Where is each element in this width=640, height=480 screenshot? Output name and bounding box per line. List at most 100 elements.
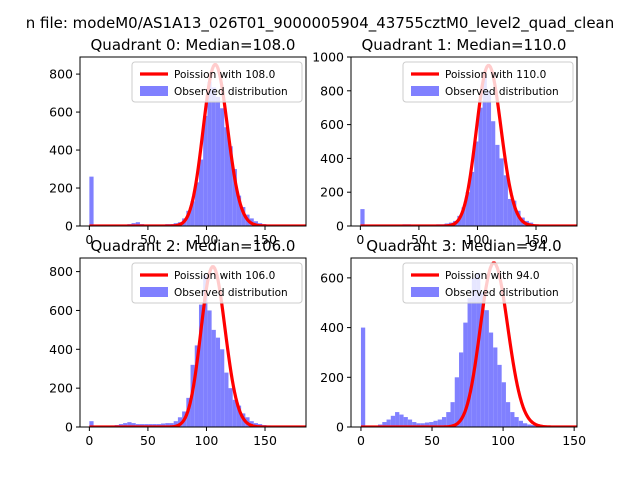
subplot-quadrant-0: Quadrant 0: Median=108.0 0 50 100 150 0 200 400… [49,36,307,247]
legend: Poission with 108.0 Observed distribution [131,61,303,103]
histogram-bar [467,297,472,427]
histogram-bar [169,423,174,427]
subplot-title: Quadrant 2: Median=106.0 [91,237,296,255]
y-tick-label: 400 [320,151,344,166]
histogram-bar [503,175,508,226]
histogram-bar [203,275,208,427]
axes-frame [350,257,578,428]
y-tick-label: 400 [49,342,73,357]
histogram-bar [89,421,94,427]
histogram-bar [215,96,221,226]
histogram-bar [527,424,532,427]
histogram-bar [220,108,225,226]
histogram-bar [471,277,477,427]
poisson-curve [88,265,306,427]
x-tick-label: 50 [140,433,156,448]
histogram-bar [360,327,366,427]
y-tick-label: 600 [320,117,344,132]
plot-area [88,265,306,427]
histogram-bar [416,423,421,427]
histogram-bar [499,158,504,226]
histogram-bar [194,345,199,427]
axes-frame [79,56,307,227]
histogram-bar [232,399,237,427]
histogram-bar [203,115,208,226]
x-tick-label: 0 [85,433,93,448]
histogram-bar [241,207,246,226]
histogram-bar [228,388,233,427]
histogram-bar [89,176,94,226]
subplot-grid: Quadrant 0: Median=108.0 0 50 100 150 0 200 400… [49,36,586,448]
histogram-bar [207,310,212,427]
histogram-bar [131,423,136,427]
histogram-bar [198,304,204,427]
x-tick-label: 150 [253,433,277,448]
subplot-quadrant-1: Quadrant 1: Median=110.0 0 50 100 150 0 200 400… [312,36,578,247]
histogram-bar [395,412,400,427]
subplot-title: Quadrant 0: Median=108.0 [91,36,296,54]
legend-box [402,61,574,103]
subplot-title: Quadrant 3: Median=94.0 [366,237,561,255]
histogram-bar [495,144,500,226]
histogram-bar [207,81,212,226]
histogram-bar [465,192,470,226]
histogram-bar [135,222,140,226]
histogram-bar [480,292,485,427]
histogram-bar [531,425,536,427]
y-tick-label: 800 [49,67,73,82]
x-tick-label: 50 [140,232,156,247]
legend-observed-swatch [411,287,439,297]
subplot-quadrant-3: Quadrant 3: Median=94.0 0 50 100 150 0 200 400 6… [320,237,586,448]
histogram-bar [386,419,391,427]
histogram-bar [177,417,183,427]
histogram-bar [224,372,229,427]
histogram-bar [461,207,466,226]
histogram-bar [215,337,221,427]
figure-suptitle: n file: modeM0/AS1A13_026T01_9000005904_… [26,14,615,33]
y-tick-label: 1000 [312,50,344,65]
histogram-bar [433,420,438,427]
histogram-bar [486,90,492,226]
legend-box [131,61,303,103]
y-tick-label: 600 [320,270,344,285]
legend-poisson-label: Poission with 94.0 [445,270,540,282]
subplot-quadrant-2: Quadrant 2: Median=106.0 0 50 100 150 0 200 400… [49,237,307,448]
histogram-bar [224,127,229,226]
histogram-bar [382,422,387,427]
x-tick-label: 150 [524,232,548,247]
y-tick-label: 200 [49,381,73,396]
histogram-bar [522,423,528,427]
histogram-bar [512,200,517,226]
plot-area [360,261,577,427]
histogram-bar [463,322,468,427]
histogram-bar [236,195,242,226]
histogram-bar [390,415,396,427]
legend-observed-label: Observed distribution [174,287,288,299]
legend: Poission with 110.0 Observed distribution [402,61,574,103]
y-tick-label: 800 [49,264,73,279]
histogram-bar [211,87,216,226]
histogram-bar [488,332,494,427]
histogram-bar [507,198,513,226]
histogram-bar [161,423,166,427]
axes-frame [79,257,307,428]
y-tick-label: 0 [336,420,344,435]
histogram-bar [459,352,464,427]
legend-observed-swatch [411,86,439,96]
histogram-bar [484,310,489,427]
histogram-bar [220,349,225,427]
histogram-bar [454,377,460,427]
histogram-bar [446,412,451,427]
histogram-bar [194,182,199,226]
y-tick-label: 600 [49,105,73,120]
y-tick-label: 200 [49,181,73,196]
histogram-bar [491,121,496,226]
histogram-bar [514,417,519,427]
histogram-bar [412,422,417,427]
x-tick-label: 0 [356,232,364,247]
legend-observed-swatch [140,86,168,96]
histogram-bar [493,347,498,427]
legend: Poission with 94.0 Observed distribution [402,262,574,304]
histogram-bar [478,107,483,226]
